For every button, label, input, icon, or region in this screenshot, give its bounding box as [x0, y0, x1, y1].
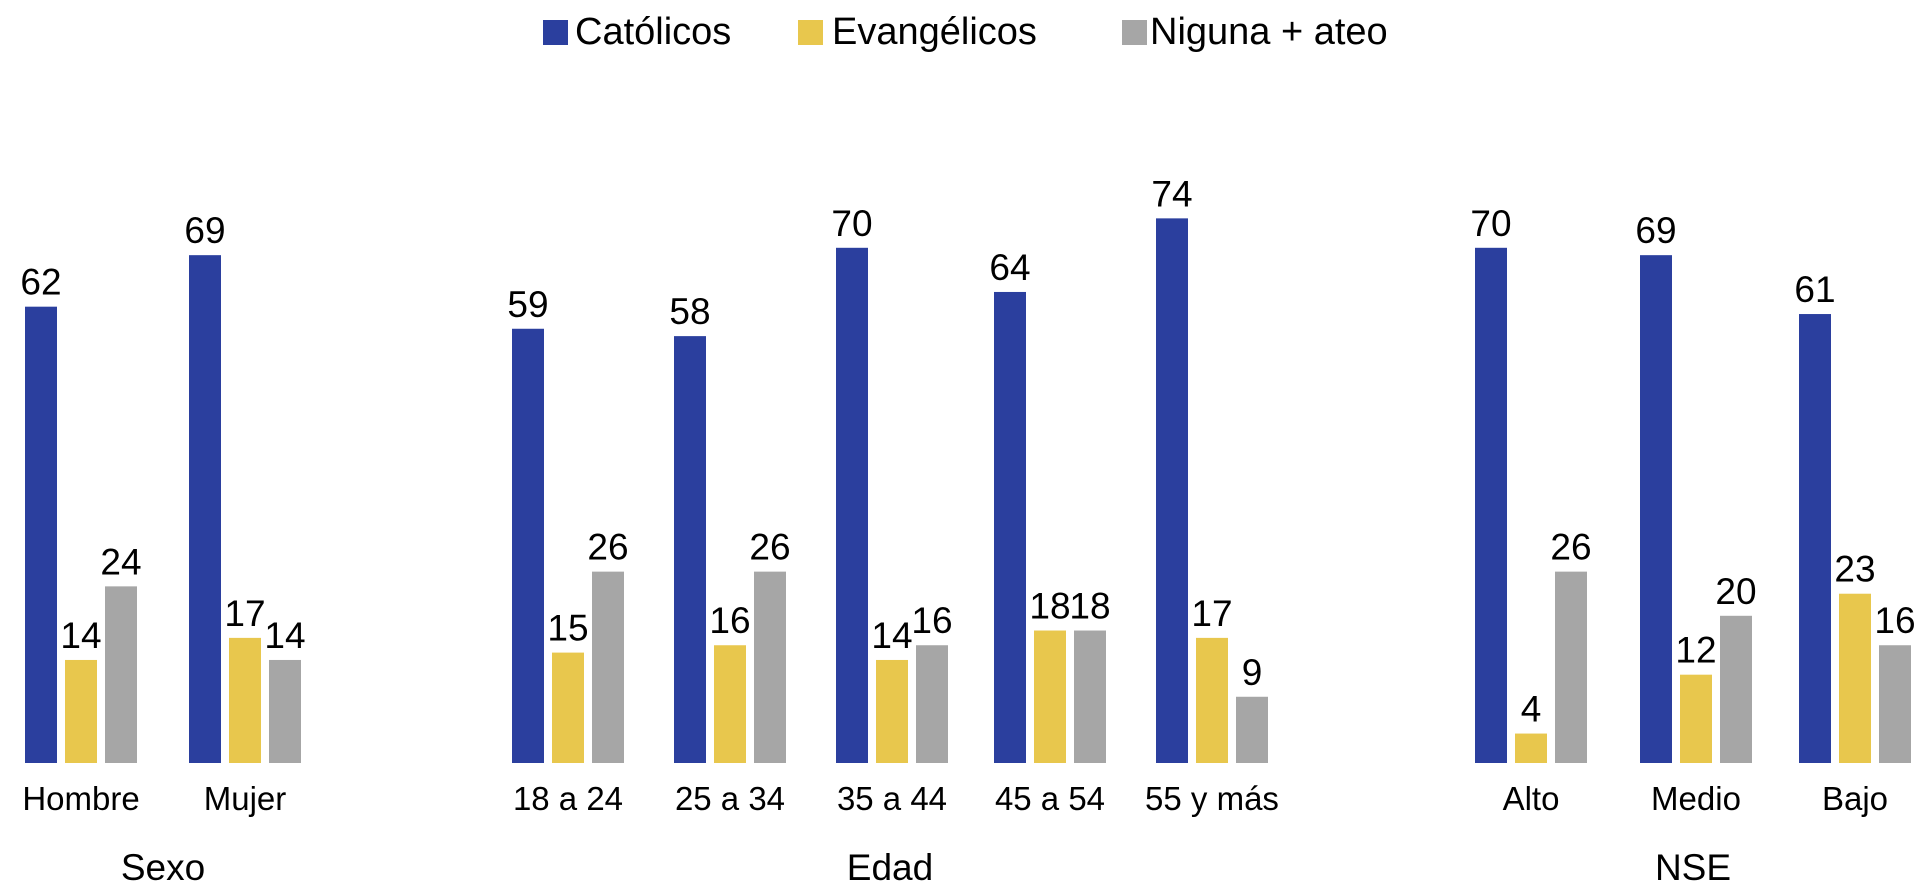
value-label: 26: [587, 527, 628, 568]
group-label: Edad: [847, 847, 933, 888]
bar: [592, 571, 624, 763]
value-label: 14: [60, 615, 101, 656]
bar: [1156, 218, 1188, 764]
x-tick-label: 45 a 54: [995, 780, 1105, 817]
bar: [1640, 255, 1672, 763]
value-label: 18: [1029, 586, 1070, 627]
x-tick-label: Medio: [1651, 780, 1741, 817]
value-label: 26: [1550, 527, 1591, 568]
bar: [512, 328, 544, 763]
group-label: Sexo: [121, 847, 205, 888]
bar: [1879, 645, 1911, 763]
value-label: 62: [20, 262, 61, 303]
legend-label: Evangélicos: [832, 11, 1037, 53]
value-label: 74: [1151, 173, 1192, 214]
value-label: 69: [184, 210, 225, 251]
bar: [1074, 630, 1106, 763]
value-label: 4: [1521, 689, 1542, 730]
bar: [876, 659, 908, 763]
value-label: 58: [669, 291, 710, 332]
value-label: 70: [1470, 203, 1511, 244]
bar: [269, 659, 301, 763]
x-tick-label: 18 a 24: [513, 780, 623, 817]
bar: [1034, 630, 1066, 763]
bar: [105, 586, 137, 763]
x-tick-label: Bajo: [1822, 780, 1888, 817]
bar: [916, 645, 948, 763]
value-label: 69: [1635, 210, 1676, 251]
value-label: 16: [1874, 600, 1915, 641]
value-label: 17: [1191, 593, 1232, 634]
value-label: 14: [264, 615, 305, 656]
value-label: 59: [507, 284, 548, 325]
bar: [754, 571, 786, 763]
bar: [836, 247, 868, 764]
bar: [229, 637, 261, 763]
bar: [65, 659, 97, 763]
bar: [714, 645, 746, 763]
value-label: 18: [1069, 586, 1110, 627]
bar: [189, 255, 221, 763]
bar: [25, 306, 57, 763]
value-label: 16: [709, 600, 750, 641]
legend-swatch: [1122, 20, 1147, 45]
value-label: 17: [224, 593, 265, 634]
legend-label: Niguna + ateo: [1150, 11, 1388, 53]
bar: [1196, 637, 1228, 763]
legend-label: Católicos: [575, 11, 731, 53]
value-label: 23: [1834, 549, 1875, 590]
value-label: 70: [831, 203, 872, 244]
value-label: 20: [1715, 571, 1756, 612]
bar: [1680, 674, 1712, 763]
bar: [1839, 593, 1871, 763]
value-label: 26: [749, 527, 790, 568]
bar: [1515, 733, 1547, 763]
x-tick-label: 55 y más: [1145, 780, 1279, 817]
bar: [1236, 696, 1268, 763]
value-label: 24: [100, 541, 141, 582]
bar: [1475, 247, 1507, 764]
value-label: 16: [911, 600, 952, 641]
value-label: 12: [1675, 630, 1716, 671]
value-label: 9: [1242, 652, 1263, 693]
x-tick-label: Hombre: [22, 780, 139, 817]
x-tick-label: 35 a 44: [837, 780, 947, 817]
value-label: 14: [871, 615, 912, 656]
value-label: 61: [1794, 269, 1835, 310]
value-label: 15: [547, 608, 588, 649]
value-label: 64: [989, 247, 1030, 288]
bar: [1799, 314, 1831, 763]
bar: [1720, 615, 1752, 763]
bar: [552, 652, 584, 763]
bar: [1555, 571, 1587, 763]
group-label: NSE: [1655, 847, 1731, 888]
legend-swatch: [543, 20, 568, 45]
legend-swatch: [798, 20, 823, 45]
x-tick-label: Alto: [1503, 780, 1560, 817]
x-tick-label: 25 a 34: [675, 780, 785, 817]
bar: [674, 336, 706, 763]
x-tick-label: Mujer: [204, 780, 287, 817]
bar: [994, 291, 1026, 763]
